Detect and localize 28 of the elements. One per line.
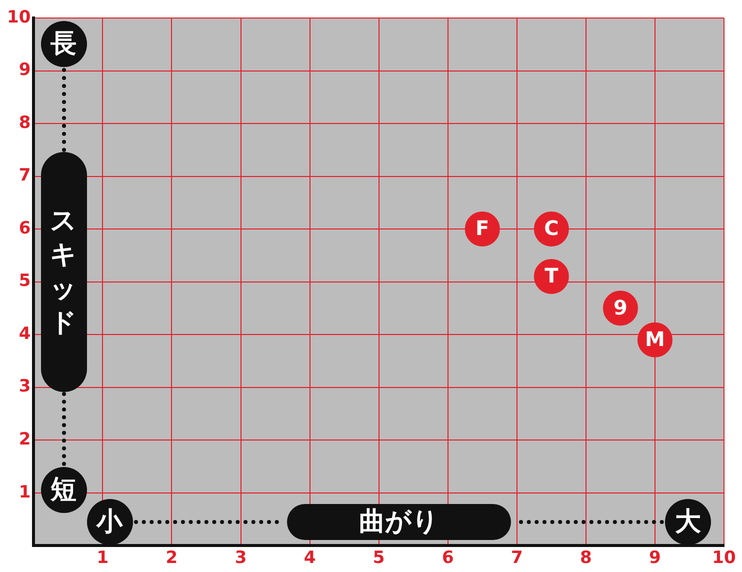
annotation: M xyxy=(645,327,665,352)
y-tick-label: 10 xyxy=(6,7,31,28)
x-tick-label: 3 xyxy=(234,548,247,568)
annotation: F xyxy=(476,216,490,240)
y-tick-label: 4 xyxy=(18,324,31,344)
x-tick-label: 5 xyxy=(372,548,385,568)
y-tick-label: 2 xyxy=(18,430,31,450)
y-tick-label: 9 xyxy=(18,60,31,80)
label-pill: スキッド xyxy=(40,152,87,392)
x-tick-label: 6 xyxy=(442,548,454,568)
x-tick-label: 8 xyxy=(580,548,592,568)
y-axis-title: スキッド xyxy=(50,204,78,340)
y-tick-label: 1 xyxy=(18,482,31,502)
y-tick-label: 8 xyxy=(18,112,31,133)
x-tick-label: 4 xyxy=(304,548,316,568)
annotation: C xyxy=(544,216,559,240)
y-tick-label: 3 xyxy=(18,376,31,397)
x-tick-label: 2 xyxy=(166,548,178,568)
x-tick-label: 9 xyxy=(649,548,661,568)
x-tick-label: 10 xyxy=(712,548,736,568)
y-tick-label: 5 xyxy=(18,271,31,292)
x-tick-label: 7 xyxy=(510,548,523,568)
annotation: 9 xyxy=(613,295,628,320)
y-tick-label: 6 xyxy=(18,218,31,238)
x-tick-label: 1 xyxy=(96,548,109,568)
label-pill: 曲がり xyxy=(286,504,511,540)
y-tick-label: 7 xyxy=(18,166,31,186)
annotation: T xyxy=(544,264,559,288)
